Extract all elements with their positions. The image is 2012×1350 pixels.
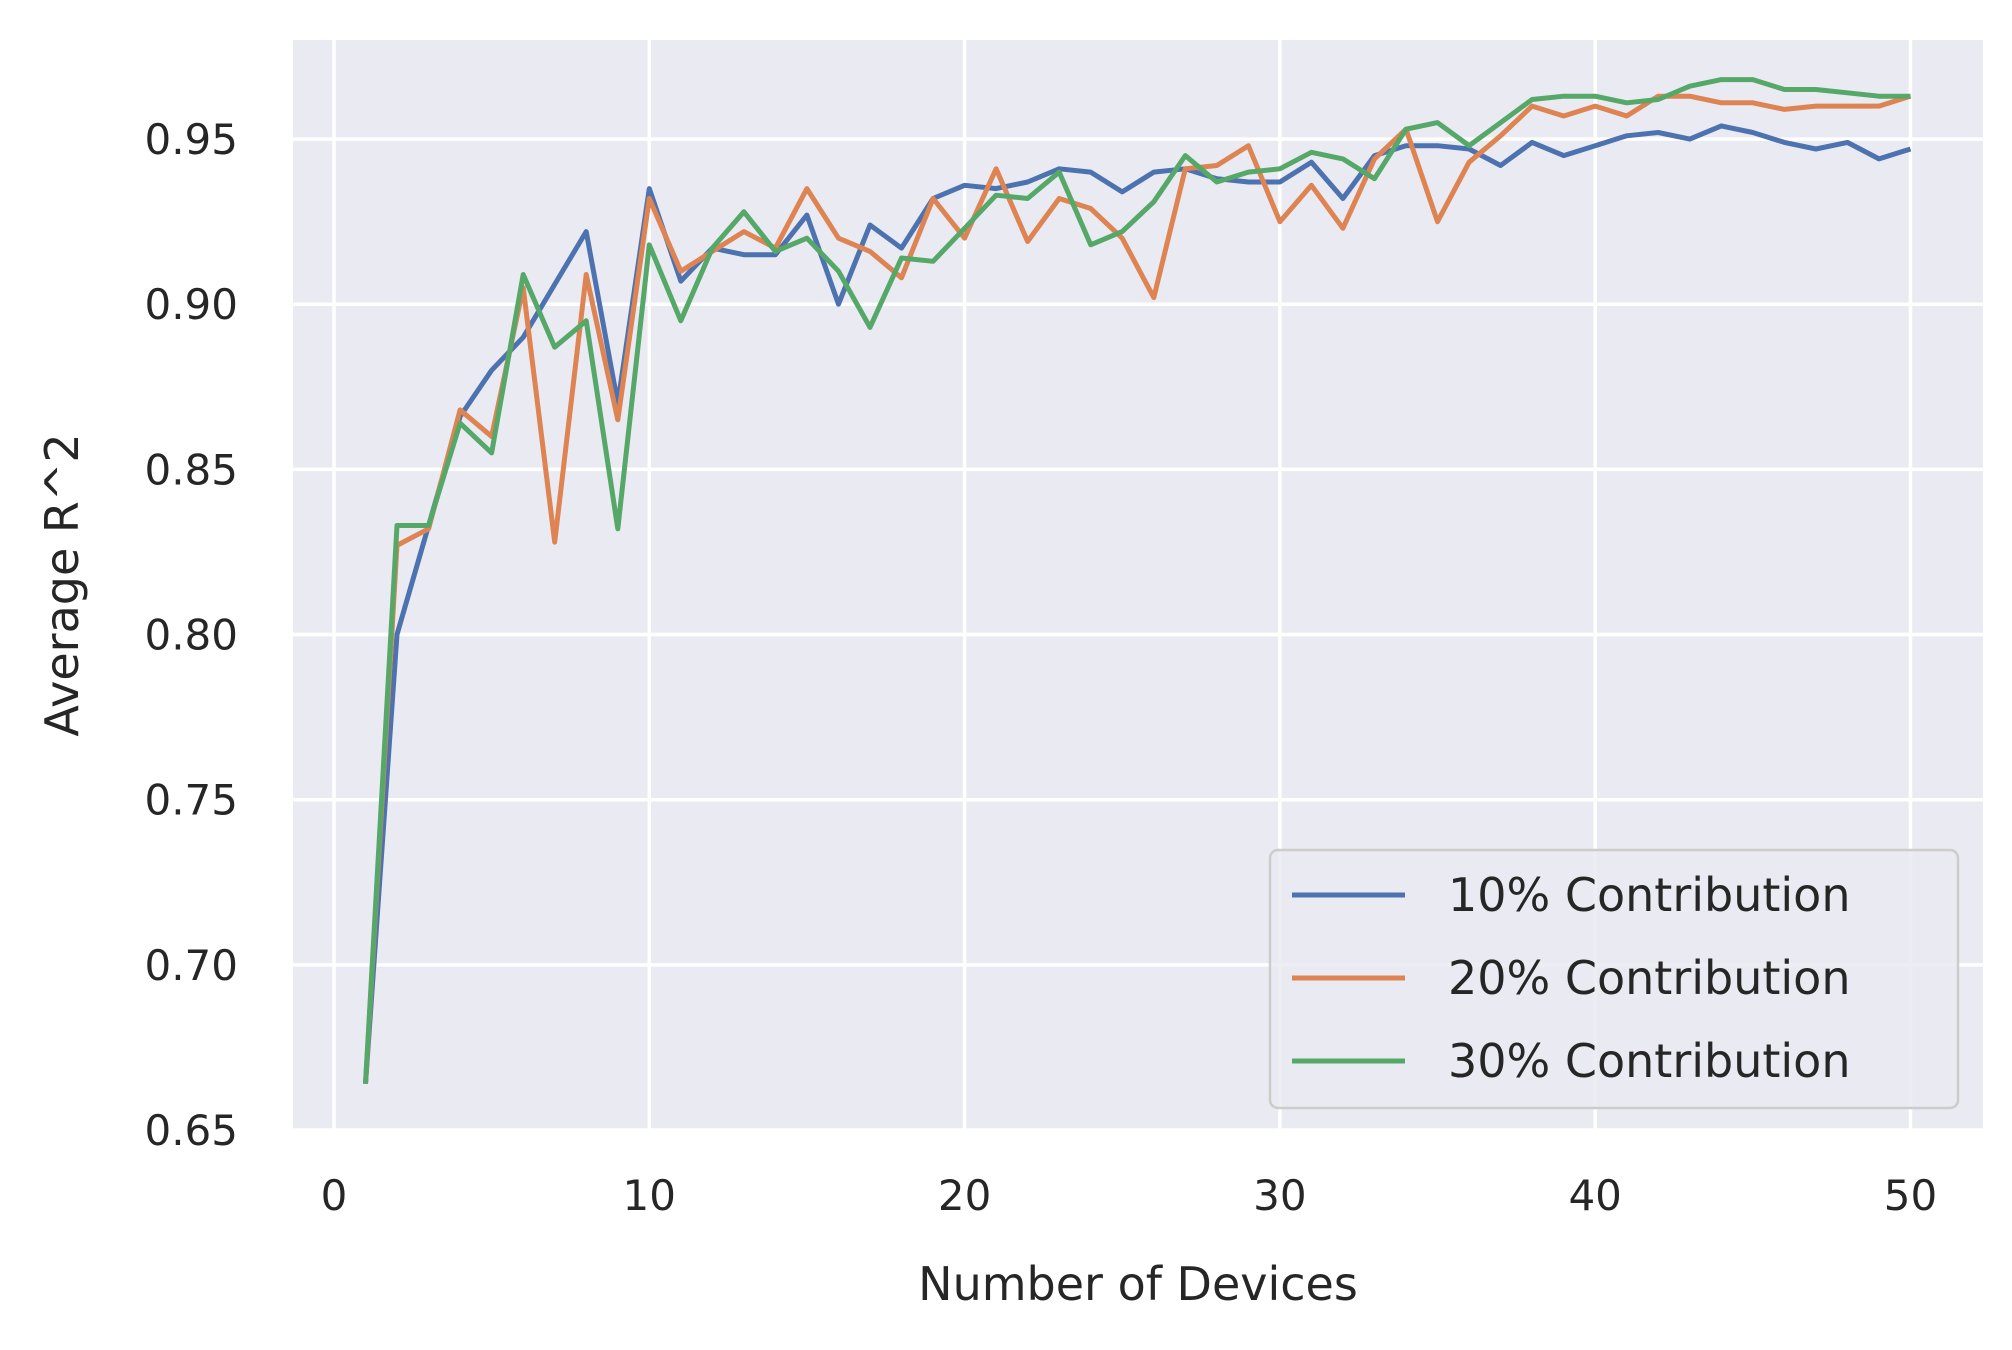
x-axis-label: Number of Devices [918, 1257, 1358, 1311]
y-tick-label: 0.90 [144, 280, 238, 329]
x-tick-label: 10 [623, 1171, 676, 1220]
x-tick-label: 20 [938, 1171, 991, 1220]
y-tick-label: 0.80 [144, 611, 238, 660]
x-tick-label: 0 [321, 1171, 348, 1220]
series-line [363, 77, 1911, 1084]
y-axis-label: Average R^2 [35, 433, 89, 736]
legend-label: 10% Contribution [1448, 868, 1850, 922]
legend-label: 20% Contribution [1448, 951, 1850, 1005]
x-tick-label: 30 [1253, 1171, 1306, 1220]
y-tick-label: 0.70 [144, 941, 238, 990]
x-tick-label: 50 [1884, 1171, 1937, 1220]
y-tick-label: 0.85 [144, 445, 238, 494]
tick-labels: 0 10 20 30 40 50 0.65 0.70 0.75 0.80 0.85 0.90 0.95 [144, 115, 1937, 1220]
legend-box [1268, 848, 1960, 1110]
y-tick-label: 0.75 [144, 776, 238, 825]
series-lines [363, 77, 1912, 1084]
y-tick-label: 0.95 [144, 115, 238, 164]
y-tick-label: 0.65 [144, 1106, 238, 1155]
legend: 10% Contribution 20% Contribution 30% Cont… [1268, 848, 1960, 1110]
legend-label: 30% Contribution [1448, 1034, 1850, 1088]
x-tick-label: 40 [1568, 1171, 1621, 1220]
